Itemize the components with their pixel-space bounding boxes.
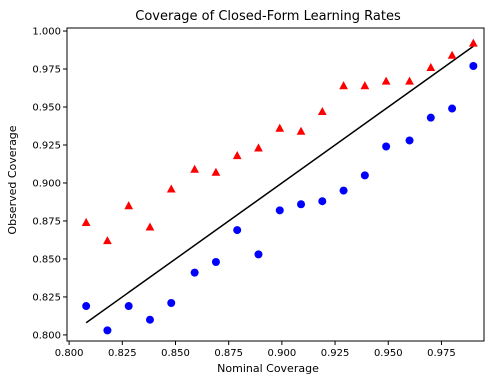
- circle-point: [145, 315, 154, 324]
- triangle-point: [339, 81, 348, 90]
- circle-point: [233, 226, 242, 235]
- x-tick-label: 0.850: [161, 348, 190, 359]
- circle-point: [82, 302, 91, 311]
- y-tick-label: 1.000: [32, 27, 61, 38]
- circle-point: [339, 186, 348, 195]
- circle-point: [426, 113, 435, 122]
- triangle-point: [381, 76, 391, 85]
- triangle-point: [296, 126, 306, 135]
- y-tick-label: 0.900: [32, 178, 61, 189]
- x-tick-label: 0.925: [321, 348, 350, 359]
- circle-point: [124, 302, 133, 311]
- x-tick-label: 0.950: [374, 348, 403, 359]
- triangle-point: [232, 151, 242, 160]
- y-tick-label: 0.800: [32, 330, 61, 341]
- y-tick-label: 0.925: [32, 140, 61, 151]
- y-axis-label: Observed Coverage: [6, 125, 19, 234]
- reference-line: [85, 45, 474, 324]
- circle-point: [190, 268, 199, 277]
- triangle-point: [360, 81, 370, 90]
- circle-point: [103, 326, 112, 335]
- circle-point: [211, 257, 220, 266]
- triangle-point: [275, 123, 285, 132]
- triangle-point: [254, 143, 263, 152]
- triangle-point: [103, 236, 112, 245]
- chart-title: Coverage of Closed-Form Learning Rates: [135, 9, 401, 24]
- triangle-point: [81, 217, 91, 226]
- triangle-point: [145, 222, 155, 231]
- triangle-point: [317, 106, 327, 116]
- circle-point: [360, 171, 369, 180]
- x-tick-label: 0.800: [55, 348, 84, 359]
- triangle-point: [190, 164, 200, 173]
- triangle-point: [166, 184, 176, 193]
- circle-point: [382, 142, 391, 151]
- y-tick-label: 0.875: [32, 216, 61, 227]
- circle-point: [405, 136, 414, 145]
- triangle-point: [211, 167, 221, 176]
- plot-area: 0.800 0.825 0.850 0.875 0.900 0.925 0.950 0.975…: [32, 27, 485, 359]
- y-tick-label: 0.850: [32, 254, 61, 265]
- plot-frame: [66, 27, 485, 342]
- x-tick-label: 0.875: [214, 348, 243, 359]
- y-tick-label: 0.975: [32, 65, 61, 76]
- circle-point: [167, 299, 176, 308]
- x-axis-label: Nominal Coverage: [217, 362, 319, 375]
- y-tick-label: 0.950: [32, 103, 61, 114]
- circle-point: [297, 200, 306, 209]
- circle-point: [254, 250, 263, 259]
- circle-point: [275, 206, 284, 215]
- x-tick-label: 0.825: [108, 348, 137, 359]
- triangle-point: [124, 201, 134, 210]
- circle-point: [318, 197, 327, 206]
- circle-point: [469, 61, 478, 70]
- triangle-point: [426, 62, 436, 71]
- x-tick-label: 0.975: [427, 348, 456, 359]
- triangle-point: [447, 50, 457, 59]
- x-tick-label: 0.900: [268, 348, 297, 359]
- triangle-point: [468, 38, 478, 47]
- y-tick-label: 0.825: [32, 292, 61, 303]
- circle-point: [448, 104, 457, 113]
- triangle-point: [405, 76, 414, 85]
